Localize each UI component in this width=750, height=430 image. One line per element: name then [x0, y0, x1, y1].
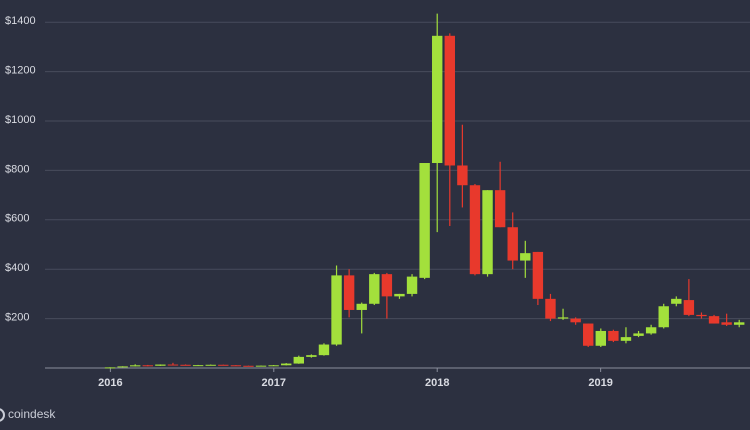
candle-body	[142, 365, 153, 367]
candle-body	[583, 323, 594, 346]
candle-body	[671, 298, 682, 304]
candle-body	[306, 355, 317, 357]
candle-body	[255, 365, 267, 367]
candle-body	[381, 274, 393, 297]
candle-body	[620, 337, 632, 341]
candle-body	[281, 363, 292, 366]
candle-body	[318, 344, 330, 356]
brand-logo	[0, 408, 5, 422]
candle-body	[356, 303, 367, 310]
y-tick-label: $400	[5, 262, 29, 274]
candle-body	[532, 251, 544, 299]
candle-body	[180, 364, 191, 366]
candle-body	[205, 364, 216, 366]
candle-body	[331, 275, 342, 345]
x-tick-label: 2018	[425, 377, 449, 389]
candle-body	[218, 364, 229, 366]
candle-body	[494, 190, 506, 228]
candle-body	[155, 364, 166, 366]
candle-body	[104, 367, 116, 369]
candle-body	[230, 365, 242, 367]
candle-body	[595, 330, 606, 346]
candle-body	[406, 276, 418, 294]
candle-body	[545, 298, 556, 319]
candle-body	[130, 365, 141, 367]
candle-body	[658, 306, 669, 328]
y-tick-label: $800	[5, 163, 29, 175]
x-tick-label: 2016	[98, 377, 122, 389]
candle-body	[192, 365, 204, 367]
candle-body	[683, 300, 695, 315]
candle-body	[645, 327, 657, 334]
candle-body	[419, 163, 430, 278]
candle-body	[432, 35, 443, 164]
candle-body	[507, 227, 518, 261]
candle-body	[696, 314, 707, 317]
candle-body	[734, 322, 745, 325]
candle-body	[293, 356, 304, 364]
candle-body	[369, 274, 380, 304]
candle-body	[469, 185, 481, 275]
y-tick-label: $1200	[5, 65, 36, 77]
y-tick-label: $600	[5, 213, 29, 225]
brand-name: coindesk	[8, 407, 56, 421]
candle-body	[117, 366, 128, 368]
candle-body	[268, 365, 279, 367]
candle-body	[343, 275, 355, 310]
candle-body	[482, 190, 493, 275]
candle-body	[243, 365, 254, 367]
y-tick-label: $1000	[5, 114, 36, 126]
candle-body	[394, 293, 405, 297]
candle-body	[167, 364, 179, 366]
candle-body	[633, 333, 644, 336]
candle-body	[570, 318, 581, 323]
x-tick-label: 2019	[588, 377, 612, 389]
candle-body	[557, 317, 569, 319]
y-tick-label: $200	[5, 312, 29, 324]
candle-body	[608, 330, 619, 341]
candle-body	[457, 165, 468, 186]
y-tick-label: $1400	[5, 15, 36, 27]
candle-body	[520, 253, 531, 261]
candle-body	[708, 316, 720, 324]
candle-body	[444, 35, 455, 166]
x-tick-label: 2017	[262, 377, 286, 389]
candle-body	[721, 322, 732, 325]
